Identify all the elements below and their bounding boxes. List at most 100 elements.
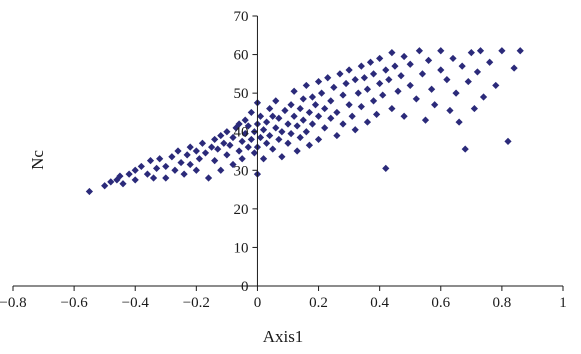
data-point — [177, 158, 185, 167]
x-tick-label: 1 — [559, 295, 567, 311]
data-point — [302, 81, 310, 90]
data-point — [324, 74, 332, 82]
data-point — [415, 47, 423, 55]
y-axis-title: Nc — [28, 150, 47, 170]
data-point — [345, 101, 353, 109]
y-tick-label: 10 — [233, 240, 248, 256]
data-point — [278, 128, 286, 136]
data-point — [446, 106, 454, 115]
data-point — [195, 155, 203, 163]
data-point — [180, 170, 188, 178]
data-point — [498, 47, 506, 55]
data-point — [269, 112, 277, 120]
data-point — [314, 77, 323, 86]
data-point — [382, 164, 390, 172]
data-point — [119, 180, 127, 188]
data-point — [348, 112, 356, 120]
data-point — [299, 116, 307, 124]
data-point — [516, 47, 524, 55]
data-point — [278, 153, 286, 161]
data-point — [229, 160, 237, 169]
data-point — [470, 104, 478, 113]
data-point — [394, 87, 402, 95]
data-point — [467, 49, 475, 57]
data-point — [406, 60, 414, 68]
data-point — [290, 112, 298, 120]
data-point — [400, 112, 408, 120]
data-point — [198, 139, 207, 147]
data-point — [192, 147, 200, 155]
data-point — [339, 91, 347, 99]
data-point — [473, 68, 482, 76]
data-point — [204, 174, 213, 182]
data-point — [363, 85, 372, 93]
data-point — [351, 76, 359, 84]
data-point — [223, 128, 231, 136]
data-point — [235, 147, 243, 155]
data-point — [296, 133, 304, 142]
data-point — [153, 164, 161, 172]
data-point — [287, 130, 295, 138]
data-point — [238, 155, 246, 163]
data-point — [369, 97, 378, 105]
data-point — [397, 72, 405, 80]
data-point — [116, 172, 124, 180]
data-point — [244, 122, 252, 130]
data-point — [214, 145, 222, 153]
data-point — [299, 95, 307, 103]
data-point — [476, 47, 485, 55]
data-point — [101, 182, 109, 190]
data-point — [131, 176, 139, 184]
data-point — [235, 120, 243, 128]
data-point — [412, 95, 420, 103]
data-point — [351, 126, 359, 134]
x-axis-title: Axis1 — [263, 327, 304, 346]
data-point — [272, 124, 280, 132]
data-point — [504, 137, 512, 145]
data-point — [345, 66, 353, 74]
data-point — [400, 52, 408, 61]
data-point — [421, 116, 430, 124]
y-tick-label: 40 — [233, 125, 248, 141]
y-tick-label: 0 — [241, 279, 249, 295]
data-point — [296, 104, 304, 113]
data-point — [373, 110, 381, 118]
data-point — [171, 166, 179, 174]
data-point — [354, 89, 362, 97]
data-point — [437, 66, 445, 74]
data-point — [376, 79, 384, 88]
y-ticks-layer: 0 10 20 30 40 50 60 70 — [233, 9, 258, 295]
data-point — [293, 122, 301, 130]
data-point — [318, 89, 326, 97]
data-point — [183, 151, 191, 159]
data-point — [333, 108, 341, 117]
data-point — [382, 66, 390, 74]
x-tick-label: 0 — [254, 295, 262, 311]
points-layer — [85, 47, 524, 196]
x-tick-label: 0.6 — [431, 295, 450, 311]
y-tick-label: 70 — [233, 9, 248, 25]
data-point — [146, 157, 155, 165]
data-point — [247, 108, 255, 117]
data-point — [391, 62, 399, 70]
data-point — [250, 149, 258, 157]
data-point — [455, 118, 463, 126]
data-point — [308, 120, 317, 128]
data-point — [357, 103, 365, 111]
data-point — [244, 143, 252, 151]
data-point — [287, 101, 295, 109]
data-point — [125, 170, 133, 178]
data-point — [321, 124, 329, 132]
data-point — [85, 187, 93, 196]
data-point — [360, 74, 368, 82]
data-point — [162, 162, 170, 171]
data-point — [156, 155, 164, 163]
data-point — [226, 141, 234, 149]
data-point — [342, 79, 350, 88]
data-point — [247, 135, 255, 144]
data-point — [379, 91, 387, 99]
data-point — [305, 141, 313, 149]
data-point — [238, 137, 246, 145]
data-point — [461, 145, 469, 153]
data-point — [266, 131, 274, 140]
